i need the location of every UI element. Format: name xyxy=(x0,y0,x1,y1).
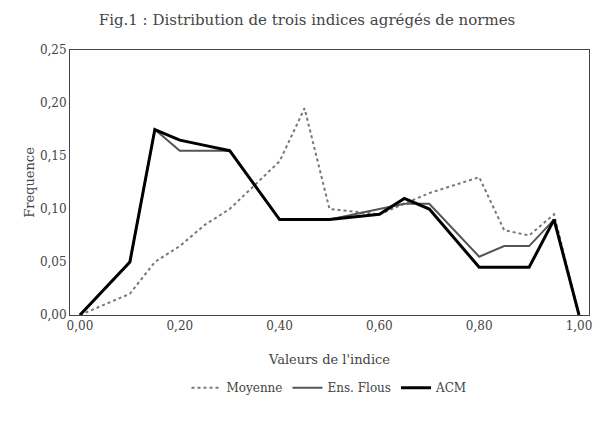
svg-text:Frequence: Frequence xyxy=(22,147,37,218)
svg-text:0,20: 0,20 xyxy=(40,96,67,110)
svg-text:Fig.1 : Distribution de trois: Fig.1 : Distribution de trois indices ag… xyxy=(99,11,516,29)
svg-text:0,60: 0,60 xyxy=(366,319,393,333)
svg-text:0,05: 0,05 xyxy=(40,255,67,269)
svg-text:1,00: 1,00 xyxy=(566,319,593,333)
svg-text:Ens. Flous: Ens. Flous xyxy=(327,381,391,395)
svg-text:0,80: 0,80 xyxy=(466,319,493,333)
svg-text:0,00: 0,00 xyxy=(67,319,94,333)
svg-text:0,20: 0,20 xyxy=(166,319,193,333)
svg-text:Valeurs de l'indice: Valeurs de l'indice xyxy=(268,352,390,367)
svg-text:0,40: 0,40 xyxy=(266,319,293,333)
svg-text:ACM: ACM xyxy=(435,381,466,395)
svg-text:0,10: 0,10 xyxy=(40,202,67,216)
svg-text:0,25: 0,25 xyxy=(40,43,67,57)
svg-text:Moyenne: Moyenne xyxy=(227,381,283,395)
svg-text:0,00: 0,00 xyxy=(40,308,67,322)
svg-text:0,15: 0,15 xyxy=(40,149,67,163)
